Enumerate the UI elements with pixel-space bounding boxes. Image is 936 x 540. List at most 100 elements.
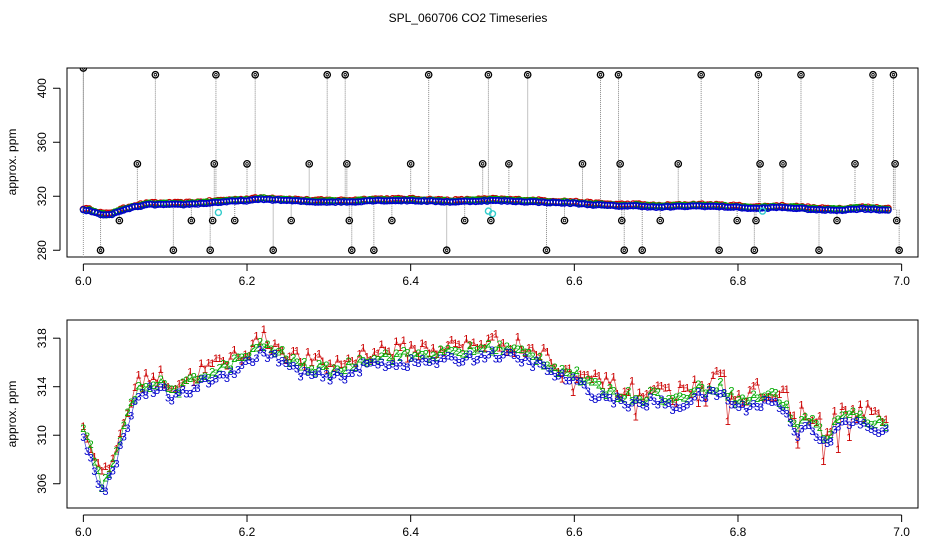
- series-2-point: 2: [658, 396, 664, 408]
- series-1-point: 1: [795, 439, 801, 451]
- series-1-point: 1: [798, 399, 804, 411]
- x-tick-label: 7.0: [893, 525, 910, 539]
- series-3-point: 3: [474, 355, 480, 367]
- series-2-point: 2: [647, 385, 653, 397]
- spike-marker-inner: [189, 218, 194, 223]
- series-1-point: 1: [165, 381, 171, 393]
- series-3-point: 3: [268, 349, 274, 361]
- y-tick-label: 400: [35, 78, 49, 98]
- x-tick-label: 7.0: [893, 274, 910, 288]
- spike-marker: [754, 70, 763, 79]
- aux-point: [758, 207, 767, 215]
- series-1-point: 1: [419, 338, 425, 350]
- series-1-point: 1: [198, 358, 204, 370]
- series-3-point: 3: [191, 383, 197, 395]
- series-3-point: 3: [401, 361, 407, 373]
- series-2-point: 2: [681, 393, 687, 405]
- series-2-point: 2: [147, 383, 153, 395]
- series-2-point: 2: [327, 371, 333, 383]
- series-2-point: 2: [423, 349, 429, 361]
- series-3-point: 3: [511, 350, 517, 362]
- spike-marker: [756, 160, 764, 168]
- series-3-point: 3: [828, 437, 834, 449]
- series-2-point: 2: [802, 411, 808, 423]
- series-3-point: 3: [452, 355, 458, 367]
- spike-marker: [616, 160, 625, 168]
- series-2-point: 2: [537, 352, 543, 364]
- series-1-point: 1: [412, 344, 418, 356]
- series-1-point: 1: [725, 416, 731, 428]
- series-1-point: 1: [706, 381, 712, 393]
- spike-marker: [287, 216, 296, 225]
- series-2-point: 2: [548, 363, 554, 375]
- series-3-point: 3: [577, 376, 583, 388]
- series-1-point: 1: [463, 334, 469, 346]
- series-2-point: 2: [728, 385, 734, 397]
- series-3-point: 3: [404, 362, 410, 374]
- series-3-point: 3: [460, 357, 466, 369]
- series-1-point: 1: [791, 410, 797, 422]
- series-2-point: 2: [165, 383, 171, 395]
- series-2-point: 2: [765, 389, 771, 401]
- series-1-point: 1: [338, 359, 344, 371]
- series-3-point: 3: [647, 392, 653, 404]
- series-2-point: 2: [603, 390, 609, 402]
- series-2-point: 2: [666, 393, 672, 405]
- series-3-point: 3: [264, 353, 270, 365]
- series-1-point: 1: [106, 463, 112, 475]
- spike-marker-inner: [817, 248, 821, 252]
- series-3-point: 3: [80, 432, 86, 444]
- series-3-point: 3: [747, 401, 753, 413]
- series-2-point: 2: [736, 395, 742, 407]
- series-1-point: 1: [640, 392, 646, 404]
- series-3-point: 3: [485, 350, 491, 362]
- series-2-point: 2: [750, 389, 756, 401]
- spike-marker: [620, 246, 629, 255]
- series-1-point: 1: [371, 346, 377, 358]
- series-3-point: 3: [353, 363, 359, 375]
- series-3-point: 3: [588, 392, 594, 404]
- series-3-point: 3: [176, 387, 182, 399]
- series-1-point: 1: [876, 408, 882, 420]
- series-2-point: 2: [452, 346, 458, 358]
- series-1-point: 1: [253, 331, 259, 343]
- spike-marker-inner: [245, 162, 249, 166]
- series-1-point: 1: [703, 397, 709, 409]
- series-1-point: 1: [239, 355, 245, 367]
- series-1-point: 1: [548, 357, 554, 369]
- overview-panel: approx. ppm 6.0 6.2 6.4 6.6 6.8 7.0 280 320 360…: [5, 67, 919, 288]
- spike-marker: [243, 160, 251, 168]
- series-2-point: 2: [868, 419, 874, 431]
- series-2-point: 2: [599, 387, 605, 399]
- series-1-point: 1: [828, 426, 834, 438]
- series-2-point: 2: [268, 344, 274, 356]
- series-3-point: 3: [471, 357, 477, 369]
- series-1-point: 1: [714, 366, 720, 378]
- series-2-point: 2: [563, 367, 569, 379]
- spike-marker-inner: [347, 218, 352, 223]
- series-3-point: 3: [88, 452, 94, 464]
- series-1-point: 1: [515, 331, 521, 343]
- series-1-point: 1: [629, 375, 635, 387]
- series-3-point: 3: [261, 347, 267, 359]
- series-1-point: 1: [784, 384, 790, 396]
- series-2-point: 2: [393, 348, 399, 360]
- series-1-point: 1: [857, 399, 863, 411]
- series-3-point: 3: [570, 372, 576, 384]
- spike-marker-inner: [735, 218, 739, 223]
- series-1-point: 1: [754, 377, 760, 389]
- series-3-point: 3: [614, 391, 620, 403]
- spike-marker: [505, 160, 513, 168]
- series-1-point: 1: [242, 349, 248, 361]
- series-2-line: [83, 340, 887, 490]
- spike-marker-inner: [717, 248, 721, 252]
- series-3-point: 3: [872, 426, 878, 438]
- series-3-point: 3: [762, 394, 768, 406]
- series-3-point: 3: [784, 409, 790, 421]
- series-3-point: 3: [128, 411, 134, 423]
- series-1-point: 1: [614, 389, 620, 401]
- series-3-point: 3: [91, 466, 97, 478]
- series-1-point: 1: [633, 412, 639, 424]
- series-3-point: 3: [132, 396, 138, 408]
- spike-marker-inner: [98, 248, 103, 252]
